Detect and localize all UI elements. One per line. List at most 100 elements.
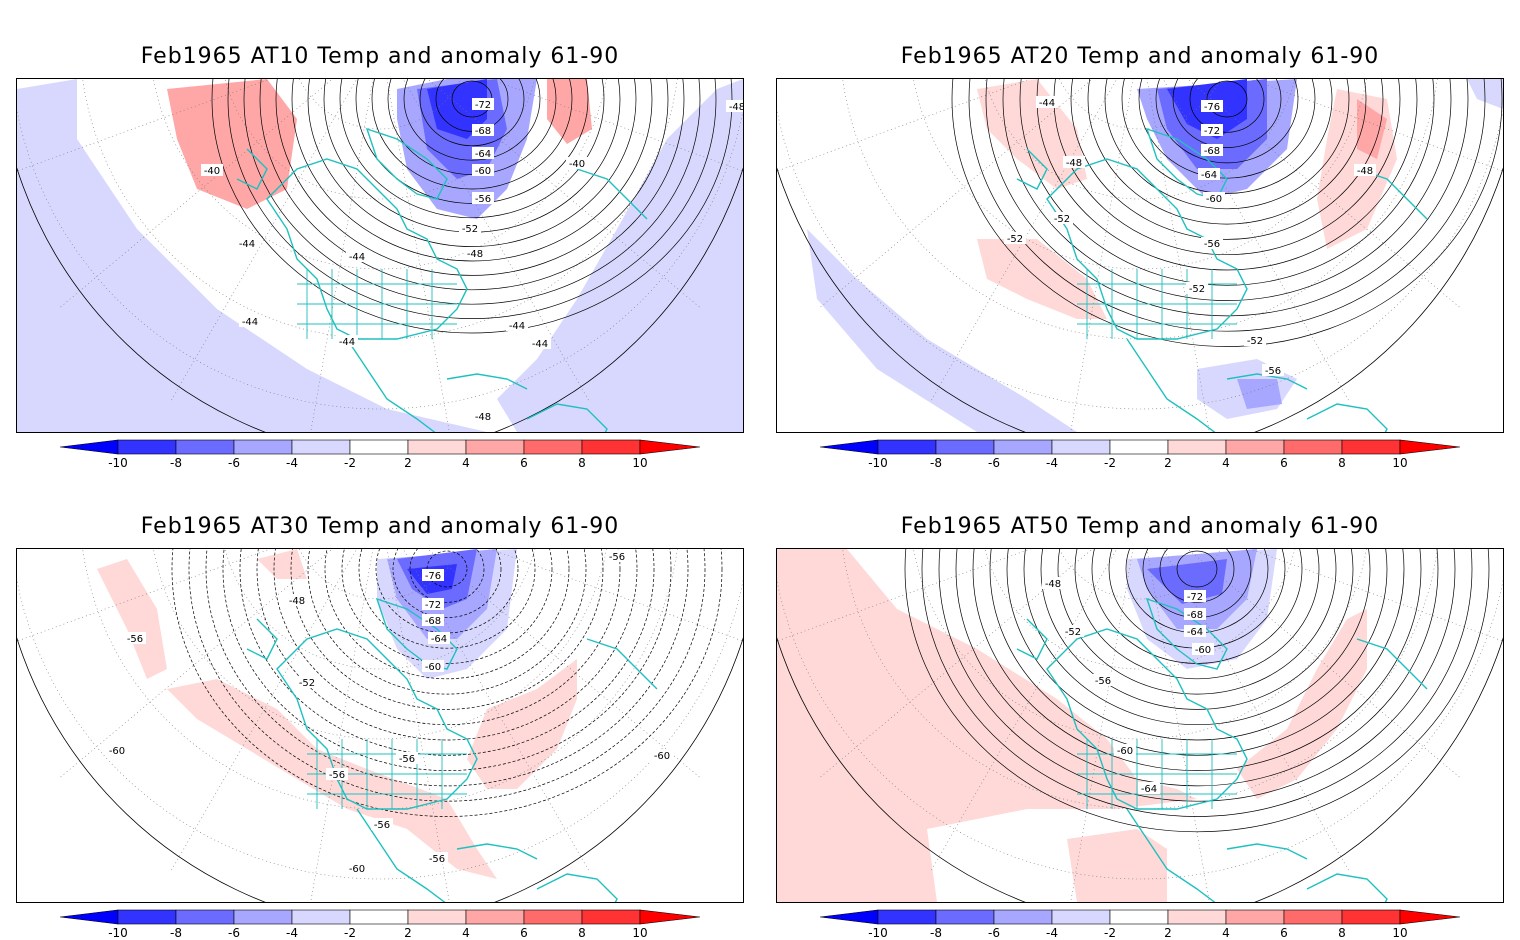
anomaly-positive: [547, 79, 592, 144]
colorbar-tick-label: 10: [632, 926, 647, 940]
contour-label-bg: [1186, 282, 1208, 294]
contour-label: -60: [1114, 744, 1136, 757]
contour-label-bg: [464, 247, 486, 259]
contour-label: -56: [371, 818, 393, 831]
colorbar-arrow-left: [59, 909, 119, 925]
contour-label-text: -56: [399, 754, 415, 765]
colorbar-segment: [935, 439, 995, 455]
coastlines: [1016, 127, 1428, 432]
anomaly-positive: [977, 79, 1087, 189]
contour-label-text: -68: [1187, 610, 1203, 621]
anomaly-negative: [1237, 379, 1282, 409]
anomaly-positive: [97, 559, 167, 679]
contour-label-text: -44: [509, 321, 525, 332]
panel-at20: Feb1965 AT20 Temp and anomaly 61-90 -76-…: [760, 0, 1520, 470]
contour-label-bg: [1201, 124, 1223, 136]
contour-label-bg: [1201, 144, 1223, 156]
temperature-contour: [904, 549, 1490, 833]
contour-label: -44: [529, 337, 551, 350]
contour-label-text: -48: [1357, 166, 1373, 177]
contour-label-bg: [1192, 643, 1214, 655]
colorbar-tick-label: -2: [344, 926, 356, 940]
coastlines: [246, 597, 658, 902]
colorbar-tick-label: 8: [578, 456, 586, 470]
map-canvas: -76 -72 -68 -64 -60 -56 -52 -52 -52 -52 -56 -48 -48 -…: [777, 79, 1503, 432]
contour-label: -56: [1092, 674, 1114, 687]
contour-label-text: -48: [729, 102, 743, 113]
contour-label-bg: [106, 744, 128, 756]
anomaly-positive: [1067, 829, 1167, 902]
colorbar-segment: [581, 439, 641, 455]
map-at50: -72 -68 -64 -60 -56 -52 -48 -60 -64: [776, 548, 1504, 903]
panel-title: Feb1965 AT30 Temp and anomaly 61-90: [140, 514, 620, 539]
contour-label: -40: [201, 164, 223, 177]
temperature-contour: [227, 79, 717, 319]
contour-label: -48: [1042, 577, 1064, 590]
contour-label: -48: [1354, 164, 1376, 177]
state-borders: [297, 269, 457, 339]
contour-label-bg: [726, 100, 743, 112]
north-america-coast: [276, 628, 478, 810]
colorbar-segment: [1167, 909, 1227, 925]
europe-coast: [586, 638, 658, 690]
colorbar-tick-label: -6: [988, 926, 1000, 940]
contour-label-bg: [1184, 608, 1206, 620]
south-america-coast: [1306, 873, 1388, 902]
temperature-contour: [1189, 79, 1265, 133]
temperature-contour: [188, 549, 706, 802]
contour-label-bg: [346, 250, 368, 262]
contour-label-bg: [422, 569, 444, 581]
projection-edge: [17, 167, 743, 432]
colorbar-tick-label: 2: [404, 456, 412, 470]
colorbar-tick-label: -10: [108, 456, 128, 470]
temperature-contour: [1155, 79, 1299, 164]
temperature-contour: [392, 549, 502, 618]
colorbar-tick-label: -8: [930, 456, 942, 470]
colorbar-tick-label: -8: [170, 926, 182, 940]
colorbar-tick-label: 4: [1222, 926, 1230, 940]
south-america-coast: [536, 873, 618, 902]
colorbar-tick-label: -2: [1104, 456, 1116, 470]
colorbar-segment: [877, 439, 937, 455]
caribbean-coast: [456, 843, 538, 860]
south-america-coast: [526, 403, 608, 432]
temperature-contour: [307, 549, 587, 695]
colorbar-tick-label: 2: [1164, 926, 1172, 940]
latitude-circle: [777, 108, 1503, 410]
colorbar-segment: [1341, 909, 1401, 925]
temperature-contour: [955, 549, 1439, 787]
map-canvas: -72 -68 -64 -60 -56 -52 -48 -44 -44 -44 -44 -44 -44 -…: [17, 79, 743, 432]
contour-label-text: -56: [429, 854, 445, 865]
state-borders: [1077, 739, 1237, 809]
contour-label: -48: [286, 594, 308, 607]
contour-label-text: -52: [1247, 336, 1263, 347]
arctic-coast: [365, 127, 448, 200]
panel-at30: Feb1965 AT30 Temp and anomaly 61-90 -76-…: [0, 470, 760, 940]
colorbar-tick-label: -4: [1046, 926, 1058, 940]
contour-label-bg: [1114, 744, 1136, 756]
south-america-coast: [1306, 403, 1388, 432]
contour-label-text: -72: [1187, 592, 1203, 603]
contour-label-bg: [1354, 164, 1376, 176]
colorbar-segment: [935, 909, 995, 925]
colorbar-tick-label: 4: [1222, 456, 1230, 470]
contour-label-bg: [1062, 625, 1084, 637]
contour-label-bg: [422, 598, 444, 610]
temperature-contour: [921, 549, 1473, 817]
temperature-contour: [951, 79, 1503, 347]
temperature-contour: [426, 550, 468, 588]
colorbar-segment: [1341, 439, 1401, 455]
colorbar-tick-label: 10: [632, 456, 647, 470]
temperature-contour: [371, 79, 573, 190]
contour-label-bg: [1184, 590, 1206, 602]
anomaly-positive: [467, 659, 577, 789]
panel-at10: Feb1965 AT10 Temp and anomaly 61-90 -72-…: [0, 0, 760, 470]
colorbar-canvas: -10 -8 -6 -4 -2 2 4 6 8 10: [59, 909, 701, 940]
contour-label-bg: [1063, 156, 1085, 168]
contour-label-text: -76: [1204, 102, 1220, 113]
map-canvas: -72 -68 -64 -60 -56 -52 -48 -60 -64: [777, 549, 1503, 902]
contour-label-text: -68: [475, 126, 491, 137]
contour-label-text: -60: [1206, 194, 1222, 205]
colorbar-tick-label: 6: [1280, 926, 1288, 940]
contour-label-bg: [472, 147, 494, 159]
